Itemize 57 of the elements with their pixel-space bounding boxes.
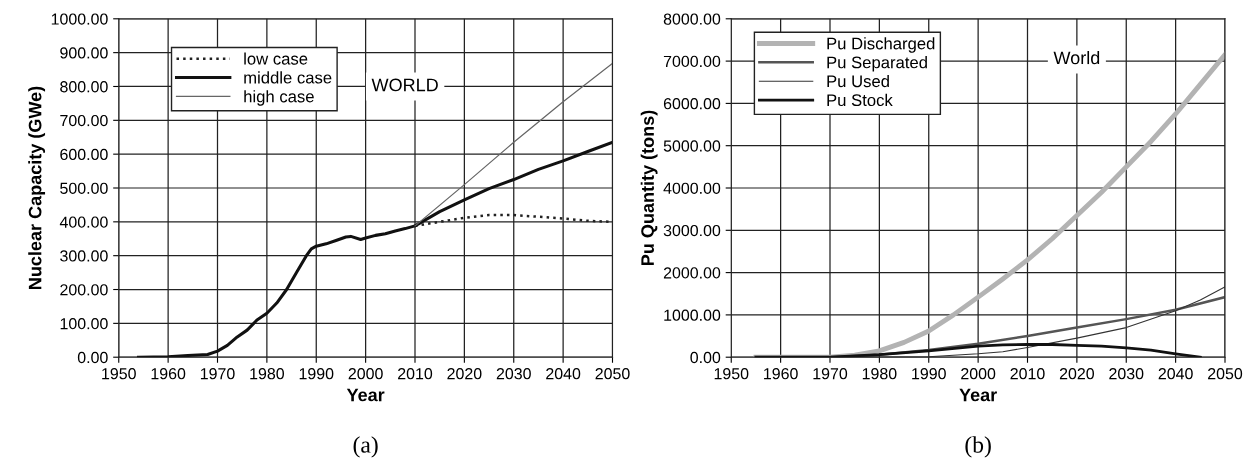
legend-label: low case — [244, 52, 308, 65]
x-tick-label: 2040 — [546, 368, 581, 380]
x-tick-label: 2020 — [1059, 368, 1095, 380]
x-tick-label: 2040 — [1158, 368, 1193, 380]
x-axis-title: Year — [959, 388, 997, 402]
legend-label: Pu Discharged — [827, 37, 935, 53]
x-axis-title: Year — [346, 388, 385, 402]
y-tick-label: 400.00 — [59, 216, 108, 228]
y-tick-label: 500.00 — [60, 182, 108, 194]
legend-label: Pu Used — [827, 74, 889, 88]
legend-label: middle case — [244, 71, 332, 84]
x-tick-label: 1970 — [813, 368, 848, 380]
x-tick-label: 2020 — [447, 368, 482, 380]
x-tick-label: 2050 — [595, 368, 630, 380]
x-tick-label: 1960 — [764, 368, 798, 380]
y-tick-label: 6000.00 — [663, 98, 721, 110]
legend-label: Pu Separated — [827, 56, 927, 72]
y-tick-label: 200.00 — [60, 284, 108, 296]
y-tick-label: 100.00 — [60, 317, 108, 330]
x-tick-label: 2030 — [496, 368, 531, 380]
x-tick-label: 1990 — [912, 368, 946, 380]
y-tick-label: 4000.00 — [663, 182, 721, 194]
y-tick-label: 0.00 — [77, 351, 108, 364]
y-axis-title: Nuclear Capacity (GWe) — [28, 86, 46, 289]
x-tick-label: 2010 — [1010, 368, 1045, 380]
x-tick-label: 1950 — [102, 368, 136, 380]
x-tick-label: 2000 — [348, 368, 383, 380]
text: (a) — [353, 436, 378, 458]
x-tick-label: 2050 — [1208, 368, 1243, 380]
x-tick-label: 1970 — [200, 368, 235, 380]
y-tick-label: 300.00 — [60, 250, 108, 262]
x-tick-label: 2000 — [961, 368, 996, 380]
x-tick-label: 1980 — [862, 368, 897, 380]
legend-label: Pu Stock — [827, 93, 893, 107]
x-tick-label: 1990 — [299, 368, 334, 380]
x-tick-label: 2010 — [398, 368, 433, 380]
y-tick-label: 0.00 — [690, 351, 721, 364]
x-tick-label: 1950 — [714, 368, 749, 380]
x-tick-label: 1960 — [151, 368, 186, 380]
legend-label: high case — [244, 90, 314, 106]
x-tick-label: 1980 — [250, 368, 285, 380]
y-tick-label: 2000.00 — [663, 267, 721, 279]
y-tick-label: 7000.00 — [663, 55, 721, 68]
x-tick-label: 2030 — [1109, 368, 1144, 380]
y-tick-label: 8000.00 — [663, 13, 721, 25]
y-tick-label: 900.00 — [60, 47, 108, 59]
annotation: WORLD — [371, 78, 438, 92]
text: (b) — [965, 436, 991, 458]
y-tick-label: 800.00 — [60, 81, 108, 93]
y-tick-label: 700.00 — [60, 114, 108, 127]
annotation: World — [1053, 50, 1100, 65]
y-axis-title: Pu Quantity (tons) — [640, 110, 658, 266]
y-tick-label: 1000.00 — [51, 13, 108, 25]
y-tick-label: 600.00 — [60, 148, 108, 161]
y-tick-label: 1000.00 — [664, 309, 721, 321]
y-tick-label: 3000.00 — [663, 224, 721, 237]
y-tick-label: 5000.00 — [663, 140, 721, 152]
